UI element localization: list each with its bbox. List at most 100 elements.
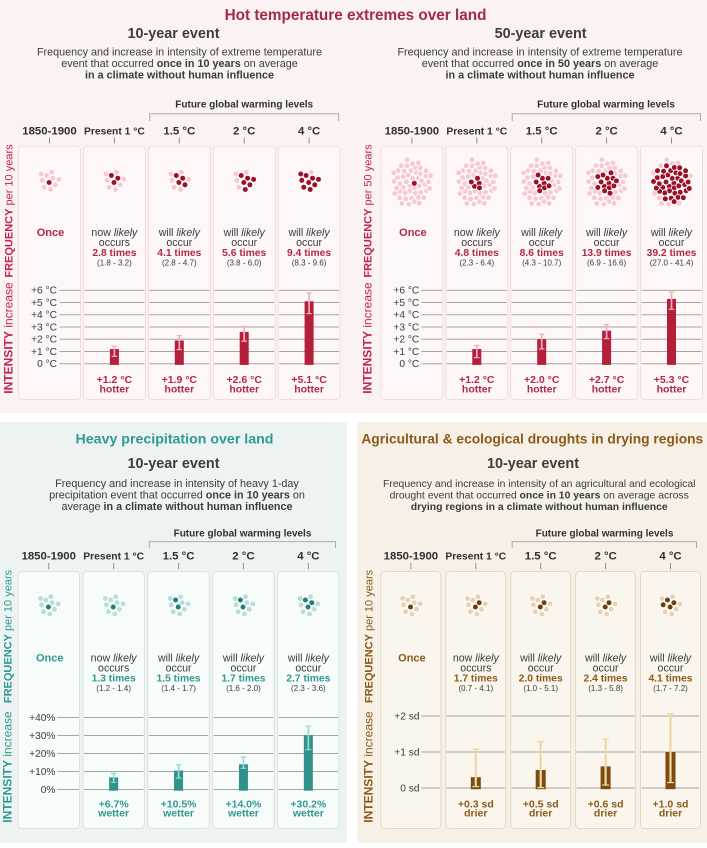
svg-text:Agricultural & ecological drou: Agricultural & ecological droughts in dr… xyxy=(361,432,703,447)
svg-text:2 °C: 2 °C xyxy=(233,125,255,137)
svg-text:(0.7 - 4.1): (0.7 - 4.1) xyxy=(458,684,493,693)
svg-text:(3.8 - 6.0): (3.8 - 6.0) xyxy=(227,259,262,268)
svg-text:hotter: hotter xyxy=(657,384,687,396)
svg-text:Frequency and increase in inte: Frequency and increase in intensity of h… xyxy=(55,478,299,490)
svg-text:4 °C: 4 °C xyxy=(298,125,320,137)
svg-text:Present 1 °C: Present 1 °C xyxy=(84,126,145,137)
svg-text:+1 sd: +1 sd xyxy=(394,747,420,758)
svg-text:0 °C: 0 °C xyxy=(399,359,419,370)
svg-text:INTENSITY increase: INTENSITY increase xyxy=(361,282,375,394)
svg-text:+1 °C: +1 °C xyxy=(393,347,419,358)
svg-text:Future global warming levels: Future global warming levels xyxy=(175,100,313,111)
svg-text:FREQUENCY per 10 years: FREQUENCY per 10 years xyxy=(3,569,15,703)
svg-text:10-year event: 10-year event xyxy=(487,456,579,472)
svg-text:0 °C: 0 °C xyxy=(37,359,57,370)
svg-text:39.2 times: 39.2 times xyxy=(647,248,697,259)
svg-text:+1 °C: +1 °C xyxy=(31,347,57,358)
svg-text:+6 °C: +6 °C xyxy=(393,286,419,297)
svg-text:+5 °C: +5 °C xyxy=(31,298,57,309)
svg-text:+40%: +40% xyxy=(29,713,55,724)
svg-text:+2 °C: +2 °C xyxy=(393,335,419,346)
svg-text:drier: drier xyxy=(529,808,552,820)
svg-text:Once: Once xyxy=(37,227,65,239)
svg-text:1.5 °C: 1.5 °C xyxy=(526,125,558,137)
svg-text:FREQUENCY per 10 years: FREQUENCY per 10 years xyxy=(4,144,16,278)
svg-text:2.7 times: 2.7 times xyxy=(286,674,330,685)
svg-text:FREQUENCY per 50 years: FREQUENCY per 50 years xyxy=(363,144,375,278)
svg-text:in a climate without human inf: in a climate without human influence xyxy=(85,70,274,82)
svg-text:1.5 °C: 1.5 °C xyxy=(525,551,557,563)
svg-text:Once: Once xyxy=(399,227,427,239)
svg-text:drying regions in a climate wi: drying regions in a climate without huma… xyxy=(411,502,668,513)
svg-text:precipitation event that occur: precipitation event that occurred once i… xyxy=(49,490,305,502)
svg-text:hotter: hotter xyxy=(592,384,622,396)
svg-text:2.4 times: 2.4 times xyxy=(584,674,628,685)
svg-text:1.7 times: 1.7 times xyxy=(221,674,265,685)
svg-text:(2.3 - 6.4): (2.3 - 6.4) xyxy=(459,259,494,268)
svg-text:hotter: hotter xyxy=(100,384,130,396)
svg-text:wetter: wetter xyxy=(292,808,324,820)
svg-text:(1.2 - 1.4): (1.2 - 1.4) xyxy=(96,684,131,693)
svg-text:1850-1900: 1850-1900 xyxy=(385,125,439,137)
svg-text:(1.4 - 1.7): (1.4 - 1.7) xyxy=(161,684,196,693)
svg-text:+4 °C: +4 °C xyxy=(393,310,419,321)
svg-text:(27.0 - 41.4): (27.0 - 41.4) xyxy=(650,259,694,268)
svg-text:5.6 times: 5.6 times xyxy=(222,248,266,259)
svg-text:in a climate without human inf: in a climate without human influence xyxy=(446,70,635,82)
svg-text:10-year event: 10-year event xyxy=(127,26,219,42)
svg-text:+2 sd: +2 sd xyxy=(394,711,420,722)
svg-text:INTENSITY increase: INTENSITY increase xyxy=(362,711,376,823)
svg-text:(1.0 - 5.1): (1.0 - 5.1) xyxy=(523,684,558,693)
svg-text:Present 1 °C: Present 1 °C xyxy=(445,552,506,563)
svg-text:4 °C: 4 °C xyxy=(659,551,681,563)
svg-text:hotter: hotter xyxy=(164,384,194,396)
svg-text:Frequency and increase in inte: Frequency and increase in intensity of a… xyxy=(383,479,695,490)
svg-text:hotter: hotter xyxy=(294,384,324,396)
svg-text:1.5 times: 1.5 times xyxy=(157,674,201,685)
svg-text:+2 °C: +2 °C xyxy=(31,335,57,346)
svg-text:1.5 °C: 1.5 °C xyxy=(163,125,195,137)
svg-text:hotter: hotter xyxy=(527,384,557,396)
svg-text:hotter: hotter xyxy=(462,384,492,396)
svg-text:+20%: +20% xyxy=(29,749,55,760)
svg-text:Future global warming levels: Future global warming levels xyxy=(536,529,674,540)
svg-text:drier: drier xyxy=(659,808,682,820)
svg-text:1850-1900: 1850-1900 xyxy=(22,551,76,563)
svg-text:0%: 0% xyxy=(41,785,56,796)
svg-text:(1.3 - 5.8): (1.3 - 5.8) xyxy=(588,684,623,693)
svg-text:8.6 times: 8.6 times xyxy=(520,248,564,259)
svg-text:FREQUENCY per 10 years: FREQUENCY per 10 years xyxy=(364,569,376,703)
svg-text:Hot temperature extremes over: Hot temperature extremes over land xyxy=(225,7,487,24)
svg-text:wetter: wetter xyxy=(97,808,129,820)
svg-text:average in a climate without h: average in a climate without human influ… xyxy=(62,501,293,513)
svg-text:1850-1900: 1850-1900 xyxy=(384,551,438,563)
svg-text:1.3 times: 1.3 times xyxy=(92,674,136,685)
svg-text:Future global warming levels: Future global warming levels xyxy=(174,529,312,540)
svg-text:event that occurred once in 50: event that occurred once in 50 years on … xyxy=(422,58,659,70)
svg-text:+4 °C: +4 °C xyxy=(31,310,57,321)
svg-text:+10%: +10% xyxy=(29,767,55,778)
svg-text:(2.8 - 4.7): (2.8 - 4.7) xyxy=(162,259,197,268)
svg-text:drier: drier xyxy=(464,808,487,820)
svg-text:4.8 times: 4.8 times xyxy=(455,248,499,259)
svg-text:drought event that occurred on: drought event that occurred once in 10 y… xyxy=(390,491,689,502)
svg-text:Present 1 °C: Present 1 °C xyxy=(83,552,144,563)
svg-text:9.4 times: 9.4 times xyxy=(287,248,331,259)
svg-text:1.5 °C: 1.5 °C xyxy=(163,551,195,563)
svg-text:13.9 times: 13.9 times xyxy=(582,248,632,259)
svg-text:Frequency and increase in inte: Frequency and increase in intensity of e… xyxy=(37,47,322,59)
svg-text:4 °C: 4 °C xyxy=(660,125,682,137)
svg-text:hotter: hotter xyxy=(229,384,259,396)
svg-text:event that occurred once in 10: event that occurred once in 10 years on … xyxy=(61,58,298,70)
svg-text:+6 °C: +6 °C xyxy=(31,286,57,297)
svg-text:2 °C: 2 °C xyxy=(594,551,616,563)
svg-text:1.7 times: 1.7 times xyxy=(454,674,498,685)
svg-text:Once: Once xyxy=(36,653,64,665)
svg-text:10-year event: 10-year event xyxy=(127,456,219,472)
svg-text:2.8 times: 2.8 times xyxy=(92,248,136,259)
svg-text:Heavy precipitation over land: Heavy precipitation over land xyxy=(76,432,274,448)
svg-text:2.0 times: 2.0 times xyxy=(519,674,563,685)
svg-text:1850-1900: 1850-1900 xyxy=(22,125,76,137)
svg-text:wetter: wetter xyxy=(162,808,194,820)
svg-text:0 sd: 0 sd xyxy=(400,783,420,794)
